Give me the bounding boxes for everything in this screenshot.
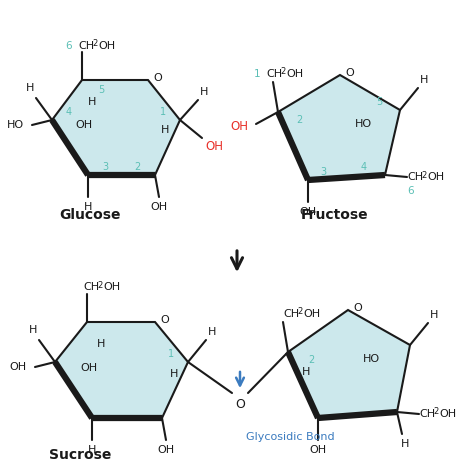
Text: H: H xyxy=(302,367,310,377)
Text: 2: 2 xyxy=(433,407,438,416)
Text: H: H xyxy=(401,439,409,449)
Text: OH: OH xyxy=(310,445,327,455)
Text: H: H xyxy=(161,125,169,135)
Text: OH: OH xyxy=(10,362,27,372)
Text: O: O xyxy=(346,68,355,78)
Text: O: O xyxy=(154,73,163,83)
Text: OH: OH xyxy=(427,172,444,182)
Text: CH: CH xyxy=(407,172,423,182)
Text: Sucrose: Sucrose xyxy=(49,448,111,462)
Text: 3: 3 xyxy=(320,167,326,177)
Text: 2: 2 xyxy=(92,40,97,49)
Text: OH: OH xyxy=(300,207,317,217)
Text: OH: OH xyxy=(98,41,115,51)
Polygon shape xyxy=(55,322,188,418)
Text: OH: OH xyxy=(103,282,120,292)
Text: CH: CH xyxy=(283,309,299,319)
Text: OH: OH xyxy=(230,119,248,133)
Text: OH: OH xyxy=(286,69,303,79)
Text: H: H xyxy=(170,369,178,379)
Text: 2: 2 xyxy=(297,307,302,317)
Text: 6: 6 xyxy=(407,186,414,196)
Text: OH: OH xyxy=(439,409,456,419)
Text: OH: OH xyxy=(205,140,223,152)
Text: OH: OH xyxy=(303,309,320,319)
Text: HO: HO xyxy=(355,119,372,129)
Text: Glucose: Glucose xyxy=(59,208,121,222)
Text: CH: CH xyxy=(266,69,282,79)
Text: Glycosidic Bond: Glycosidic Bond xyxy=(246,432,335,442)
Text: 1: 1 xyxy=(254,69,260,79)
Text: H: H xyxy=(29,325,37,335)
Text: HO: HO xyxy=(7,120,24,130)
Text: 4: 4 xyxy=(361,162,367,172)
Text: H: H xyxy=(26,83,34,93)
Text: 6: 6 xyxy=(65,41,72,51)
Text: CH: CH xyxy=(419,409,435,419)
Text: 2: 2 xyxy=(421,170,426,179)
Text: H: H xyxy=(420,75,428,85)
Text: O: O xyxy=(354,303,363,313)
Text: OH: OH xyxy=(150,202,168,212)
Text: 2: 2 xyxy=(97,280,102,289)
Text: 2: 2 xyxy=(135,162,141,172)
Text: 3: 3 xyxy=(102,162,108,172)
Text: 2: 2 xyxy=(280,67,285,76)
Text: H: H xyxy=(200,87,208,97)
Text: OH: OH xyxy=(81,363,98,373)
Text: OH: OH xyxy=(75,120,92,130)
Text: 5: 5 xyxy=(376,97,382,107)
Text: 1: 1 xyxy=(168,349,174,359)
Text: 1: 1 xyxy=(160,107,166,117)
Text: O: O xyxy=(235,398,245,412)
Text: 2: 2 xyxy=(296,115,302,125)
Text: CH: CH xyxy=(78,41,94,51)
Text: HO: HO xyxy=(363,354,380,364)
Text: H: H xyxy=(88,445,96,455)
Polygon shape xyxy=(52,80,180,175)
Text: OH: OH xyxy=(157,445,174,455)
Text: H: H xyxy=(208,327,216,337)
Text: 4: 4 xyxy=(66,107,72,117)
Text: H: H xyxy=(84,202,92,212)
Text: 2: 2 xyxy=(308,355,314,365)
Polygon shape xyxy=(278,75,400,180)
Text: 5: 5 xyxy=(98,85,104,95)
Text: Fructose: Fructose xyxy=(301,208,369,222)
Text: O: O xyxy=(161,315,169,325)
Text: H: H xyxy=(97,339,105,349)
Text: CH: CH xyxy=(83,282,99,292)
Text: H: H xyxy=(88,97,96,107)
Polygon shape xyxy=(288,310,410,418)
Text: H: H xyxy=(430,310,438,320)
